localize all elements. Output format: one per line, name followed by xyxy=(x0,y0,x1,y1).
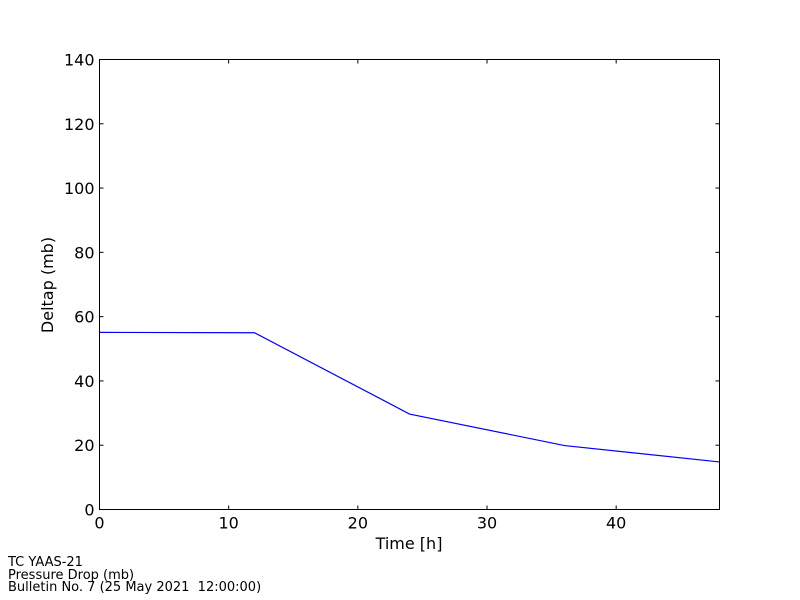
x-tick-label: 20 xyxy=(348,514,368,533)
y-tick-label: 120 xyxy=(64,115,95,134)
x-tick-label: 10 xyxy=(218,514,238,533)
y-axis-label: Deltap (mb) xyxy=(38,237,57,333)
y-tick-label: 20 xyxy=(74,436,94,455)
x-tick-label: 0 xyxy=(94,514,104,533)
series-line xyxy=(99,331,720,463)
series-layer xyxy=(99,331,720,463)
footer-bulletin: Bulletin No. 7 (25 May 2021 12:00:00) xyxy=(8,580,262,595)
ticks-layer: 0 10 20 30 40 0 20 40 60 80 100 120 140 xyxy=(64,51,720,533)
plot-frame xyxy=(99,59,720,510)
footer-caption: TC YAAS-21 Pressure Drop (mb) Bulletin N… xyxy=(8,555,262,595)
y-tick-label: 100 xyxy=(64,179,95,198)
y-tick-label: 80 xyxy=(74,243,94,262)
x-axis-label: Time [h] xyxy=(375,534,443,553)
y-tick-label: 140 xyxy=(64,51,95,70)
footer-product: Pressure Drop (mb) xyxy=(8,567,135,583)
footer-storm-name: TC YAAS-21 xyxy=(8,555,83,570)
y-tick-label: 40 xyxy=(74,372,94,391)
x-tick-label: 40 xyxy=(606,514,626,533)
y-tick-label: 0 xyxy=(84,501,94,520)
x-tick-label: 30 xyxy=(477,514,497,533)
y-tick-label: 60 xyxy=(74,308,94,327)
